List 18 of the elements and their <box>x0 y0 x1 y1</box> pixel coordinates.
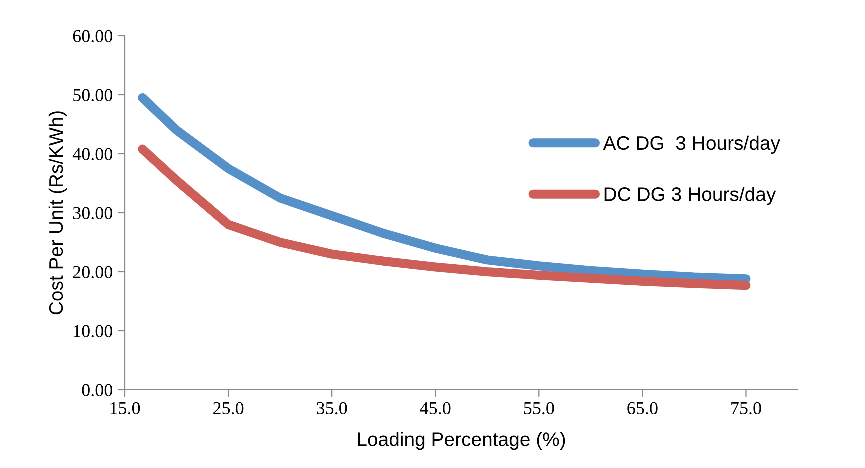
x-axis-title: Loading Percentage (%) <box>358 432 566 450</box>
y-tick-label: 50.00 <box>74 89 113 102</box>
legend-label: DC DG 3 Hours/day <box>604 187 776 206</box>
x-tick-label: 55.0 <box>524 402 554 415</box>
y-tick-label: 30.00 <box>73 207 113 220</box>
x-tick-label: 35.0 <box>317 402 348 415</box>
y-axis-title: Cost Per Unit (Rs/KWh) <box>48 112 68 315</box>
x-tick-label: 65.0 <box>628 402 658 415</box>
x-tick-label: 45.0 <box>420 402 451 415</box>
legend-label: AC DG 3 Hours/day <box>603 136 780 154</box>
x-tick-label: 75.0 <box>732 402 762 415</box>
y-tick-label: 10.00 <box>74 325 113 338</box>
y-tick-label: 60.00 <box>73 30 113 43</box>
y-tick-label: 40.00 <box>72 148 113 161</box>
x-tick-label: 25.0 <box>214 402 244 415</box>
y-tick-label: 20.00 <box>73 266 113 279</box>
x-tick-label: 15.0 <box>110 402 140 415</box>
y-tick-label: 0.00 <box>82 384 113 397</box>
